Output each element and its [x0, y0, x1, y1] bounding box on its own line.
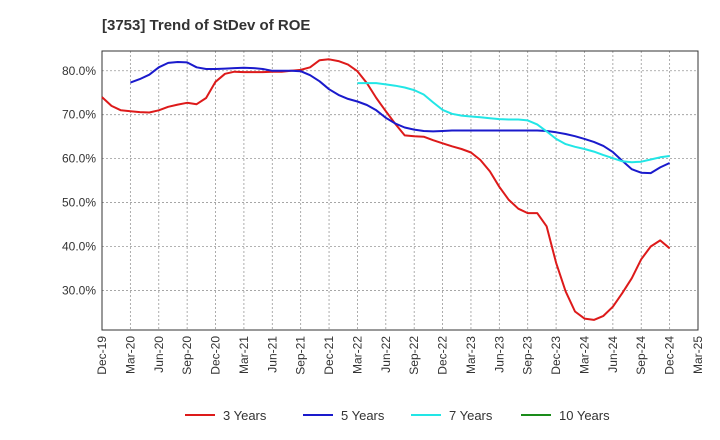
x-tick-label: Sep-23 [521, 336, 535, 375]
x-tick-label: Dec-20 [209, 336, 223, 375]
y-tick-label: 40.0% [62, 240, 96, 254]
y-tick-label: 60.0% [62, 152, 96, 166]
plot-area [101, 50, 699, 331]
y-tick-label: 50.0% [62, 196, 96, 210]
x-tick-label: Mar-23 [464, 336, 478, 374]
x-tick-label: Jun-24 [606, 336, 620, 373]
y-tick-label: 70.0% [62, 108, 96, 122]
y-tick-label: 30.0% [62, 283, 96, 297]
x-tick-label: Sep-21 [294, 336, 308, 375]
legend-label-7-years: 7 Years [449, 408, 493, 423]
x-tick-label: Dec-19 [95, 336, 109, 375]
x-tick-label: Dec-21 [322, 336, 336, 375]
x-tick-label: Dec-22 [436, 336, 450, 375]
series-line-7-years [357, 82, 670, 164]
chart-grid [102, 51, 698, 330]
x-tick-label: Mar-25 [691, 336, 705, 374]
legend-label-3-years: 3 Years [223, 408, 267, 423]
x-tick-label: Sep-22 [407, 336, 421, 375]
series-line-3-years [101, 58, 671, 321]
series-lines [101, 58, 671, 321]
legend-label-10-years: 10 Years [559, 408, 610, 423]
legend-label-5-years: 5 Years [341, 408, 385, 423]
x-tick-label: Sep-24 [634, 336, 648, 375]
x-tick-label: Mar-21 [237, 336, 251, 374]
series-line-5-years [130, 61, 671, 175]
y-axis: 30.0% 40.0% 50.0% 60.0% 70.0% 80.0% [62, 64, 96, 298]
x-tick-label: Jun-21 [265, 336, 279, 373]
x-tick-label: Jun-20 [152, 336, 166, 373]
x-tick-label: Mar-20 [123, 336, 137, 374]
y-tick-label: 80.0% [62, 64, 96, 78]
x-tick-label: Dec-24 [663, 336, 677, 375]
x-tick-label: Sep-20 [180, 336, 194, 375]
x-tick-label: Dec-23 [549, 336, 563, 375]
x-tick-label: Jun-23 [492, 336, 506, 373]
x-tick-label: Jun-22 [379, 336, 393, 373]
chart-title: [3753] Trend of StDev of ROE [102, 17, 310, 34]
x-axis: Dec-19 Mar-20 Jun-20 Sep-20 Dec-20 Mar-21 Jun-… [95, 336, 705, 375]
legend: 3 Years 5 Years 7 Years 10 Years [185, 408, 610, 423]
x-tick-label: Mar-24 [577, 336, 591, 374]
x-tick-label: Mar-22 [350, 336, 364, 374]
